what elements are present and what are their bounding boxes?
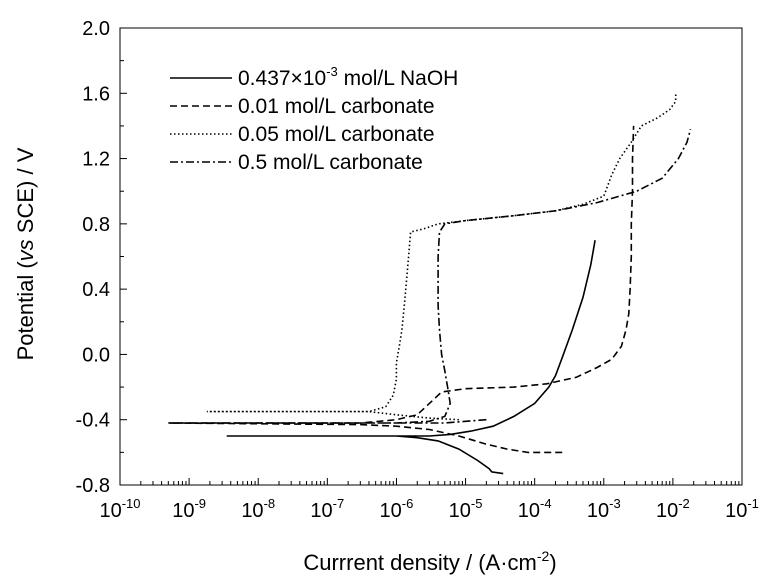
legend-label-suffix: mol/L NaOH bbox=[338, 67, 459, 90]
y-axis-title-suffix: SCE) / V bbox=[13, 147, 38, 239]
x-tick-base: 10 bbox=[518, 500, 540, 522]
y-tick-label: 0.0 bbox=[82, 344, 110, 366]
x-tick-label: 10-2 bbox=[656, 496, 690, 522]
x-tick-exponent: -2 bbox=[678, 496, 690, 511]
x-tick-exponent: -10 bbox=[122, 496, 141, 511]
x-tick-label: 10-1 bbox=[725, 496, 759, 522]
x-tick-exponent: -4 bbox=[540, 496, 552, 511]
legend: 0.437×10-3 mol/L NaOH 0.01 mol/L carbonat… bbox=[170, 64, 458, 174]
x-tick-label: 10-3 bbox=[587, 496, 621, 522]
legend-label-exponent: -3 bbox=[326, 64, 338, 79]
legend-label-2: 0.01 mol/L carbonate bbox=[238, 95, 435, 118]
x-tick-base: 10 bbox=[172, 500, 194, 522]
legend-label-4: 0.5 mol/L carbonate bbox=[238, 151, 423, 174]
y-axis-title: Potential (vs SCE) / V bbox=[13, 147, 38, 360]
x-axis-title-exponent: -2 bbox=[537, 548, 550, 564]
x-tick-base: 10 bbox=[725, 500, 747, 522]
x-tick-base: 10 bbox=[99, 500, 121, 522]
y-axis-title-italic: vs bbox=[13, 239, 38, 261]
x-tick-exponent: -9 bbox=[194, 496, 206, 511]
x-tick-exponent: -7 bbox=[333, 496, 345, 511]
x-tick-exponent: -3 bbox=[609, 496, 621, 511]
series-layer bbox=[168, 93, 692, 475]
y-tick-label: 2.0 bbox=[82, 18, 110, 40]
y-tick-label: -0.4 bbox=[76, 410, 110, 432]
series-line-1 bbox=[226, 240, 596, 475]
legend-label-1: 0.437×10-3 mol/L NaOH bbox=[238, 64, 458, 90]
x-tick-base: 10 bbox=[310, 500, 332, 522]
y-tick-label: -0.8 bbox=[76, 475, 110, 497]
y-tick-label: 1.2 bbox=[82, 149, 110, 171]
legend-label-prefix: 0.437×10 bbox=[238, 67, 326, 90]
x-tick-base: 10 bbox=[587, 500, 609, 522]
x-tick-exponent: -5 bbox=[471, 496, 483, 511]
y-tick-label: 1.6 bbox=[82, 83, 110, 105]
x-tick-label: 10-9 bbox=[172, 496, 206, 522]
x-tick-label: 10-5 bbox=[449, 496, 483, 522]
legend-label-3: 0.05 mol/L carbonate bbox=[238, 123, 435, 146]
x-axis-title-prefix: Currrent density / (A·cm bbox=[303, 550, 537, 575]
x-tick-exponent: -1 bbox=[747, 496, 759, 511]
ticks-layer: 10-10 10-9 10-8 10-7 10-6 10-5 10-4 10-3 10-2 10-… bbox=[76, 18, 759, 522]
x-tick-label: 10-7 bbox=[310, 496, 344, 522]
x-tick-base: 10 bbox=[241, 500, 263, 522]
x-tick-base: 10 bbox=[380, 500, 402, 522]
x-tick-label: 10-10 bbox=[99, 496, 140, 522]
x-axis-title-suffix: ) bbox=[549, 550, 556, 575]
x-axis-title: Currrent density / (A·cm-2) bbox=[303, 548, 556, 575]
y-tick-label: 0.4 bbox=[82, 279, 110, 301]
x-tick-base: 10 bbox=[449, 500, 471, 522]
y-axis-title-prefix: Potential ( bbox=[13, 261, 38, 361]
x-tick-label: 10-4 bbox=[518, 496, 552, 522]
x-tick-label: 10-6 bbox=[380, 496, 414, 522]
x-tick-base: 10 bbox=[656, 500, 678, 522]
x-tick-exponent: -6 bbox=[402, 496, 414, 511]
y-tick-label: 0.8 bbox=[82, 214, 110, 236]
series-line-3 bbox=[206, 93, 677, 421]
x-tick-exponent: -8 bbox=[264, 496, 276, 511]
x-tick-label: 10-8 bbox=[241, 496, 275, 522]
series-line-4 bbox=[168, 128, 692, 424]
series-line-2 bbox=[168, 125, 635, 454]
